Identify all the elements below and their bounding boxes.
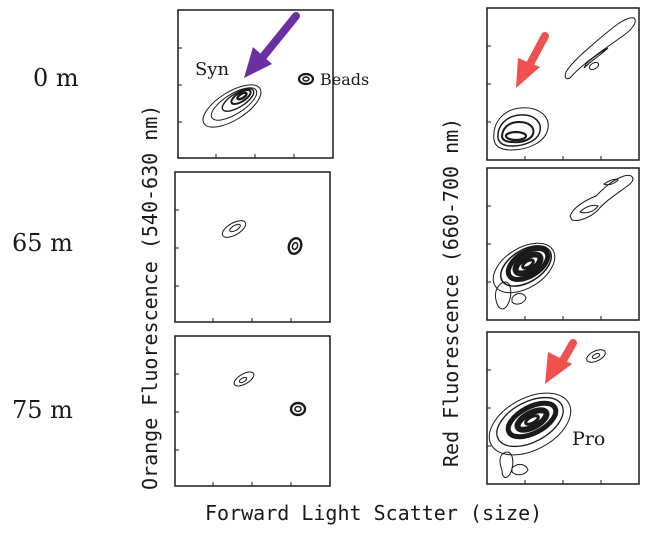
red-arrow-icon-75m — [545, 339, 577, 384]
y-axis-label-red: Red Fluorescence (660-700 nm) — [439, 118, 463, 467]
panel-orange-65m — [174, 171, 331, 323]
depth-label-0m: 0 m — [33, 64, 79, 92]
upper-cluster-contours — [564, 17, 636, 80]
syn-label: Syn — [195, 59, 230, 80]
panel-orange-0m: Syn Beads — [177, 9, 369, 159]
pro-population-contours-75m — [488, 392, 572, 478]
syn-population-contours-65m — [221, 220, 247, 238]
pro-population-contours — [493, 107, 549, 151]
panel-red-0m — [486, 7, 640, 161]
depth-label-65m: 65 m — [12, 229, 73, 257]
x-axis-label: Forward Light Scatter (size) — [205, 501, 542, 525]
syn-population-contours — [202, 84, 262, 128]
upper-cluster-contours-65m — [569, 175, 634, 221]
red-arrow-icon — [516, 32, 549, 88]
pro-label: Pro — [572, 428, 605, 450]
panel-red-65m — [486, 167, 640, 321]
pro-population-contours-65m — [492, 242, 556, 310]
beads-label: Beads — [320, 70, 369, 89]
depth-label-75m: 75 m — [12, 396, 73, 424]
purple-arrow-icon — [244, 12, 300, 78]
y-axis-label-orange: Orange Fluorescence (540-630 nm) — [138, 105, 162, 490]
beads-cluster-75m — [289, 401, 307, 417]
upper-cluster-contours-75m — [586, 349, 606, 363]
beads-cluster — [297, 72, 315, 86]
panel-orange-75m — [174, 335, 331, 487]
beads-cluster-65m — [287, 237, 303, 255]
syn-population-contours-75m — [233, 371, 255, 387]
panel-red-75m: Pro — [486, 331, 640, 485]
